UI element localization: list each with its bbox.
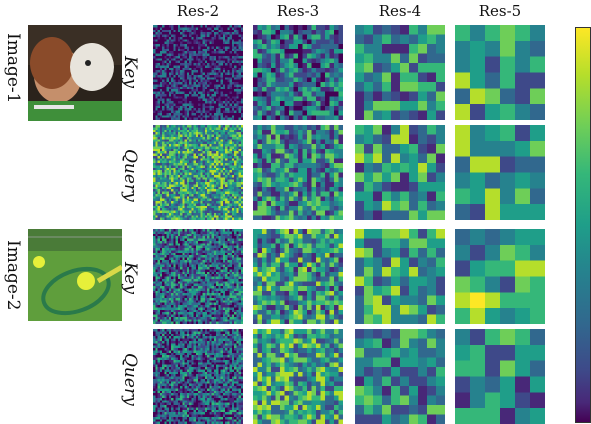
heatmap-image1-query-res3 <box>253 125 343 220</box>
heatmap-image2-query-res4 <box>355 329 445 424</box>
image-1-photo <box>28 25 122 121</box>
heatmap-image2-key-res4 <box>355 229 445 324</box>
row-label-image1-query: Query <box>120 149 140 199</box>
image-2-photo <box>28 229 122 321</box>
heatmap-image2-key-res2 <box>153 229 243 324</box>
heatmap-image2-query-res2 <box>153 329 243 424</box>
row-label-image2-key: Key <box>120 258 140 298</box>
heatmap-image2-key-res3 <box>253 229 343 324</box>
heatmap-image1-key-res4 <box>355 25 445 120</box>
heatmap-image1-key-res3 <box>253 25 343 120</box>
heatmap-image1-query-res5 <box>455 125 545 220</box>
heatmap-image1-key-res2 <box>153 25 243 120</box>
column-header-res3: Res-3 <box>253 2 343 20</box>
colorbar <box>575 27 591 423</box>
column-header-res4: Res-4 <box>355 2 445 20</box>
heatmap-image2-key-res5 <box>455 229 545 324</box>
heatmap-image2-query-res3 <box>253 329 343 424</box>
heatmap-image2-query-res5 <box>455 329 545 424</box>
column-header-res2: Res-2 <box>153 2 243 20</box>
image-2-label: Image-2 <box>3 240 23 310</box>
row-label-image2-query: Query <box>120 353 140 403</box>
heatmap-image1-query-res2 <box>153 125 243 220</box>
row-label-image1-key: Key <box>120 52 140 92</box>
heatmap-image1-key-res5 <box>455 25 545 120</box>
image-1-label: Image-1 <box>3 33 23 103</box>
heatmap-image1-query-res4 <box>355 125 445 220</box>
column-header-res5: Res-5 <box>455 2 545 20</box>
